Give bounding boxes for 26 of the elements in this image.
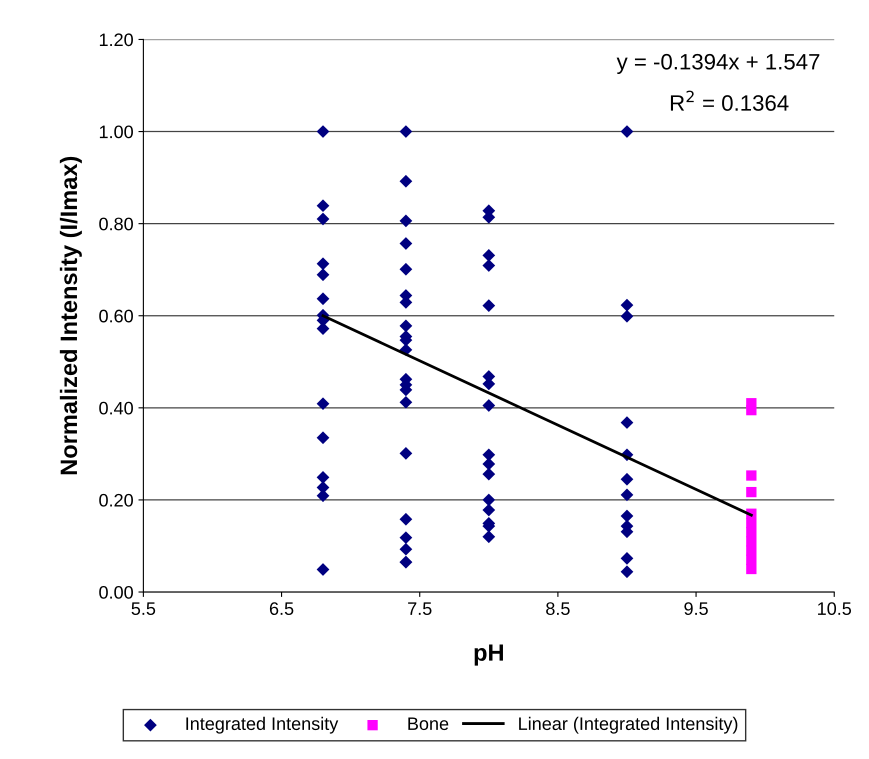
y-tick-label: 0.60 [99,310,133,322]
x-tick-label: 8.5 [546,602,570,616]
y-tick-label: 0.40 [99,402,133,415]
y-tick-label: 1.20 [100,33,133,46]
point [746,536,756,547]
point [746,470,756,481]
annotation: y = -0.1394x + 1.547 [616,54,820,74]
x-tick-label: 6.5 [270,602,294,616]
x-tick-label: 5.5 [132,602,156,616]
point [746,404,756,416]
x-tick-label: 7.5 [408,602,432,616]
legend-label: Integrated Intensity [186,716,338,734]
x-axis-title: pH [474,644,503,666]
y-tick-label: 0.80 [99,218,133,230]
y-tick-label: 0.20 [99,494,133,507]
x-tick-label: 10.5 [818,602,852,616]
y-axis-title: Normalized Intensity (I/Imax) [60,156,82,474]
legend-label: Bone [408,717,448,730]
y-tick-label: 0.00 [99,586,133,599]
point [746,554,756,565]
point [746,486,756,498]
point [746,564,756,574]
y-tick-label: 1.00 [100,125,133,138]
legend-label: Linear (Integrated Intensity) [519,716,738,734]
x-tick-label: 9.5 [684,602,708,616]
annotation: R$^{2}$ = 0.1364 [670,90,789,111]
